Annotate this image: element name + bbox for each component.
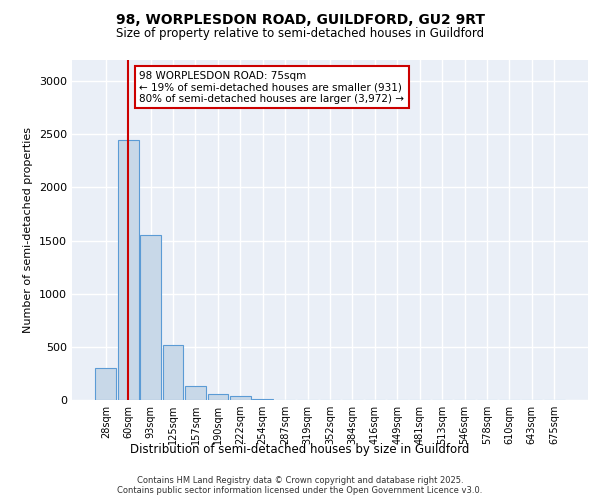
Bar (95, 368, 116, 400)
Text: Contains HM Land Registry data © Crown copyright and database right 2025.
Contai: Contains HM Land Registry data © Crown c… (118, 476, 482, 495)
Bar (230, 396, 251, 400)
Bar (163, 345, 184, 400)
Text: 98, WORPLESDON ROAD, GUILDFORD, GU2 9RT: 98, WORPLESDON ROAD, GUILDFORD, GU2 9RT (115, 12, 485, 26)
Bar (208, 394, 228, 400)
Bar (185, 386, 206, 400)
Bar (140, 236, 161, 400)
Bar (118, 140, 139, 400)
Text: 98 WORPLESDON ROAD: 75sqm
← 19% of semi-detached houses are smaller (931)
80% of: 98 WORPLESDON ROAD: 75sqm ← 19% of semi-… (139, 70, 404, 104)
Y-axis label: Number of semi-detached properties: Number of semi-detached properties (23, 127, 34, 333)
Text: Distribution of semi-detached houses by size in Guildford: Distribution of semi-detached houses by … (130, 442, 470, 456)
Text: Size of property relative to semi-detached houses in Guildford: Size of property relative to semi-detach… (116, 28, 484, 40)
